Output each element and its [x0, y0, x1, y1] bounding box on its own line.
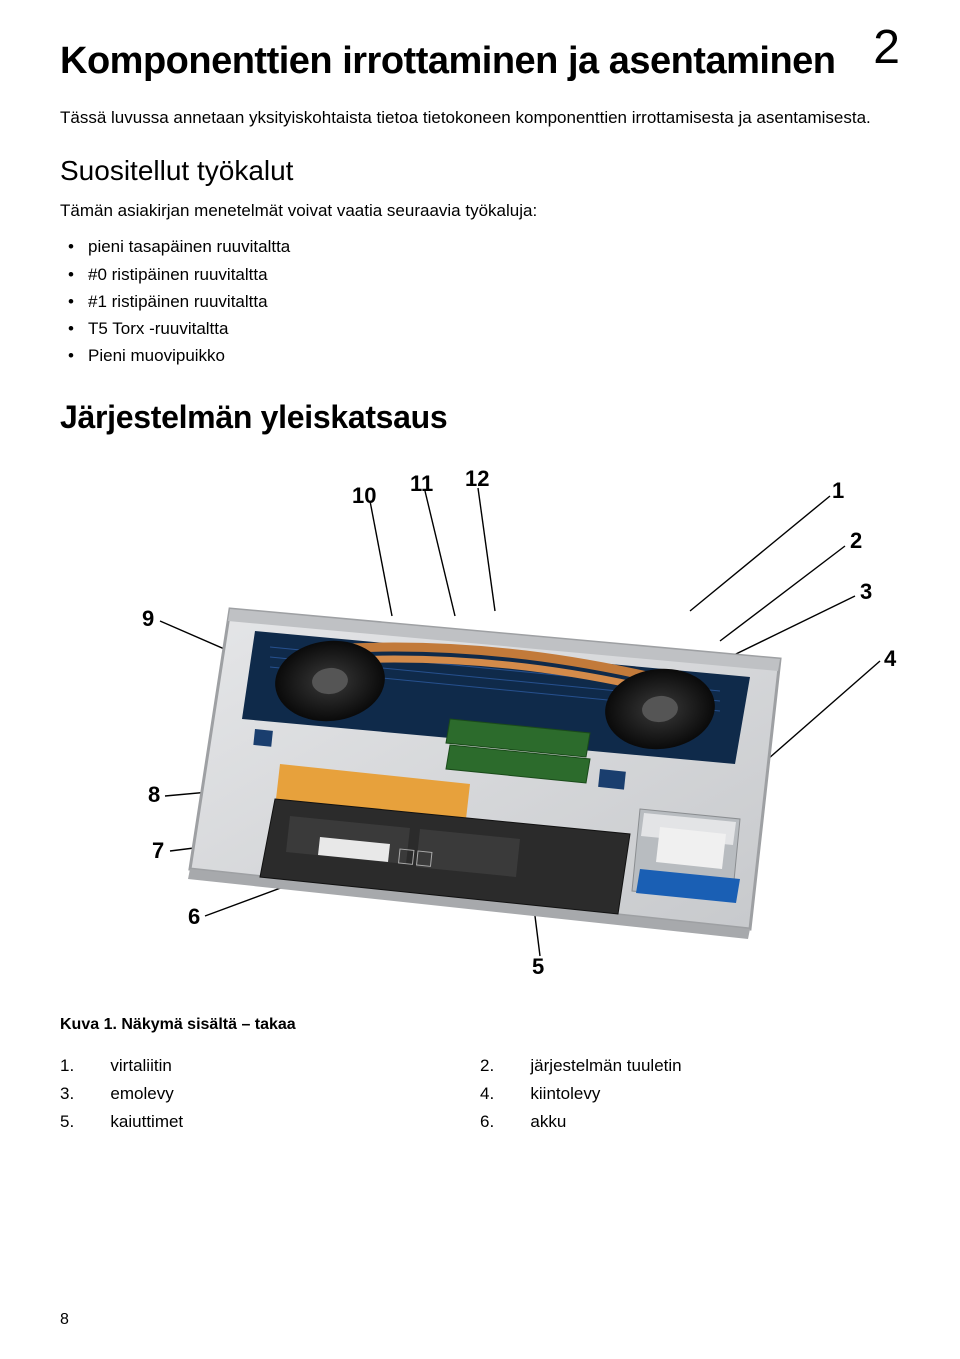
callout-4: 4: [884, 646, 896, 672]
legend-label: akku: [530, 1108, 900, 1136]
legend-label: järjestelmän tuuletin: [530, 1052, 900, 1080]
page-number: 8: [60, 1311, 69, 1329]
legend-label: kaiuttimet: [110, 1108, 480, 1136]
legend-label: virtaliitin: [110, 1052, 480, 1080]
list-item: pieni tasapäinen ruuvitaltta: [60, 233, 900, 260]
laptop-illustration: [160, 569, 800, 949]
callout-1: 1: [832, 478, 844, 504]
intro-paragraph: Tässä luvussa annetaan yksityiskohtaista…: [60, 106, 900, 130]
page-title: Komponenttien irrottaminen ja asentamine…: [60, 40, 900, 84]
callout-8: 8: [148, 782, 160, 808]
legend-num: 1.: [60, 1052, 110, 1080]
table-row: 3. emolevy 4. kiintolevy: [60, 1080, 900, 1108]
list-item: #1 ristipäinen ruuvitaltta: [60, 288, 900, 315]
list-item: #0 ristipäinen ruuvitaltta: [60, 261, 900, 288]
tools-intro: Tämän asiakirjan menetelmät voivat vaati…: [60, 201, 900, 221]
legend-num: 4.: [480, 1080, 530, 1108]
table-row: 1. virtaliitin 2. järjestelmän tuuletin: [60, 1052, 900, 1080]
system-diagram: 1 2 3 4 5 6 7 8 9 10 11 12: [60, 456, 900, 996]
callout-2: 2: [850, 528, 862, 554]
callout-9: 9: [142, 606, 154, 632]
legend-num: 3.: [60, 1080, 110, 1108]
callout-3: 3: [860, 579, 872, 605]
callout-12: 12: [465, 466, 489, 492]
legend-num: 6.: [480, 1108, 530, 1136]
tool-list: pieni tasapäinen ruuvitaltta #0 ristipäi…: [60, 233, 900, 369]
chapter-number: 2: [873, 20, 900, 75]
figure-caption: Kuva 1. Näkymä sisältä – takaa: [60, 1016, 900, 1034]
table-row: 5. kaiuttimet 6. akku: [60, 1108, 900, 1136]
legend-num: 2.: [480, 1052, 530, 1080]
legend-label: emolevy: [110, 1080, 480, 1108]
callout-11: 11: [410, 471, 433, 497]
overview-heading: Järjestelmän yleiskatsaus: [60, 399, 900, 436]
tools-heading: Suositellut työkalut: [60, 155, 900, 187]
callout-6: 6: [188, 904, 200, 930]
list-item: T5 Torx -ruuvitaltta: [60, 315, 900, 342]
list-item: Pieni muovipuikko: [60, 342, 900, 369]
legend-num: 5.: [60, 1108, 110, 1136]
legend-table: 1. virtaliitin 2. järjestelmän tuuletin …: [60, 1052, 900, 1136]
callout-10: 10: [352, 483, 376, 509]
legend-label: kiintolevy: [530, 1080, 900, 1108]
callout-5: 5: [532, 954, 544, 980]
callout-7: 7: [152, 838, 164, 864]
